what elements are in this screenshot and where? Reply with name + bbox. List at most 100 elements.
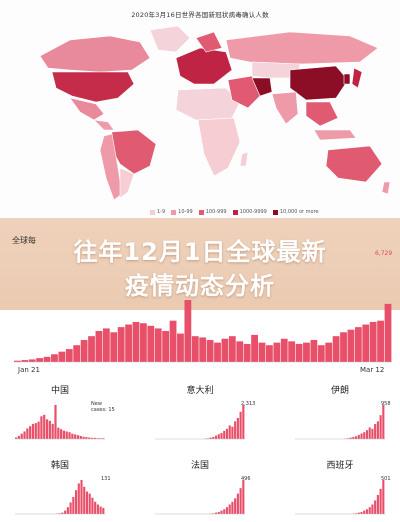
chart-bar: [102, 438, 105, 439]
chart-bar: [132, 321, 140, 362]
legend-swatch: [232, 209, 238, 215]
chart-bar: [242, 480, 245, 514]
chart-bar: [228, 336, 236, 362]
chart-bar: [79, 435, 82, 439]
chart-bar: [303, 342, 310, 363]
chart-bar: [83, 486, 86, 514]
mini-chart-korea: 韩国 131: [5, 458, 115, 518]
mini-chart-italy: 意大利 2,313: [145, 383, 255, 443]
mini-chart-bars: [155, 480, 245, 515]
legend-swatch: [150, 209, 155, 215]
mini-chart-title: 法国: [190, 461, 209, 471]
chart-bar: [273, 342, 281, 363]
chart-bar: [82, 436, 85, 439]
chart-bar: [37, 421, 40, 439]
chart-bar: [69, 502, 72, 514]
global-chart-peak-label: 6,729: [375, 250, 393, 257]
chart-bar: [223, 430, 226, 439]
chart-bar: [117, 327, 125, 363]
mini-chart-annotation: 496: [241, 476, 251, 482]
chart-bar: [215, 435, 218, 439]
chart-bar: [90, 437, 94, 439]
x-axis-end-label: Mar 12: [360, 366, 385, 374]
map-korea: [343, 73, 351, 85]
chart-bar: [266, 345, 273, 362]
chart-bar: [382, 480, 385, 514]
chart-bar: [62, 430, 66, 439]
mini-chart-bars: [155, 405, 245, 440]
chart-bar: [125, 324, 132, 362]
chart-bar: [85, 491, 89, 514]
chart-bar: [206, 340, 214, 362]
chart-bar: [239, 411, 242, 439]
chart-bar: [363, 510, 366, 514]
map-australia: [325, 145, 383, 183]
legend-swatch: [198, 209, 204, 215]
chart-bar: [20, 433, 23, 439]
chart-bar: [220, 510, 223, 514]
mini-chart-spain: 西班牙 501: [285, 458, 395, 518]
map-madagascar: [239, 151, 249, 167]
map-middle-east: [227, 75, 263, 109]
chart-bar: [365, 509, 369, 514]
map-china: [289, 65, 349, 101]
map-india: [271, 91, 299, 125]
map-canada: [39, 35, 151, 73]
chart-bar: [34, 423, 37, 439]
chart-bar: [371, 504, 374, 514]
chart-bar: [357, 434, 360, 439]
map-central-america: [93, 119, 115, 131]
mini-chart-title: 伊朗: [330, 386, 349, 396]
chart-bar: [21, 360, 29, 362]
map-indonesia: [313, 129, 357, 141]
map-japan: [351, 67, 363, 89]
chart-bar: [352, 436, 355, 439]
chart-bar: [54, 405, 57, 439]
legend-item: 100-999: [198, 209, 227, 215]
mini-chart-title: 西班牙: [326, 461, 354, 471]
chart-bar: [209, 437, 212, 439]
chart-bar: [236, 341, 244, 362]
chart-bar: [147, 325, 155, 362]
chart-bar: [51, 354, 58, 362]
chart-bar: [74, 434, 77, 439]
mini-chart-bars: [295, 405, 385, 440]
chart-bar: [347, 329, 355, 362]
chart-bar: [228, 425, 231, 439]
chart-bar: [199, 337, 207, 362]
chart-bar: [374, 424, 377, 439]
chart-bar: [66, 507, 69, 514]
chart-bar: [80, 340, 88, 362]
chart-bar: [223, 509, 226, 514]
chart-bar: [288, 341, 296, 362]
map-title: 2020年3月16日世界各国新冠状病毒确认人数: [131, 11, 269, 19]
chart-bar: [384, 303, 392, 363]
chart-bar: [217, 511, 220, 514]
chart-bar: [15, 437, 18, 439]
chart-bar: [212, 513, 215, 514]
chart-bar: [99, 438, 102, 439]
world-map-panel: 2020年3月16日世界各国新冠状病毒确认人数: [0, 0, 400, 220]
chart-bar: [360, 433, 363, 439]
chart-bar: [110, 332, 118, 362]
map-russia: [225, 31, 379, 65]
chart-bar: [88, 336, 95, 362]
mini-chart-annotation: New cases: 15: [91, 401, 115, 413]
chart-bar: [236, 417, 239, 439]
chart-bar: [191, 336, 199, 362]
chart-bar: [48, 420, 51, 439]
mini-chart-annotation: 958: [381, 401, 391, 407]
chart-bar: [220, 432, 223, 439]
chart-bar: [217, 434, 220, 439]
chart-bar: [221, 338, 229, 362]
chart-bar: [376, 421, 379, 439]
chart-bar: [365, 430, 369, 439]
legend-item: 1000-9999: [232, 209, 267, 215]
chart-bar: [73, 345, 81, 362]
chart-bar: [369, 321, 377, 362]
map-south-america-west: [99, 133, 123, 201]
mini-chart-china: 中国 New cases: 15: [5, 383, 115, 443]
chart-bar: [99, 506, 102, 514]
chart-bar: [61, 512, 64, 514]
chart-bar: [251, 334, 258, 363]
